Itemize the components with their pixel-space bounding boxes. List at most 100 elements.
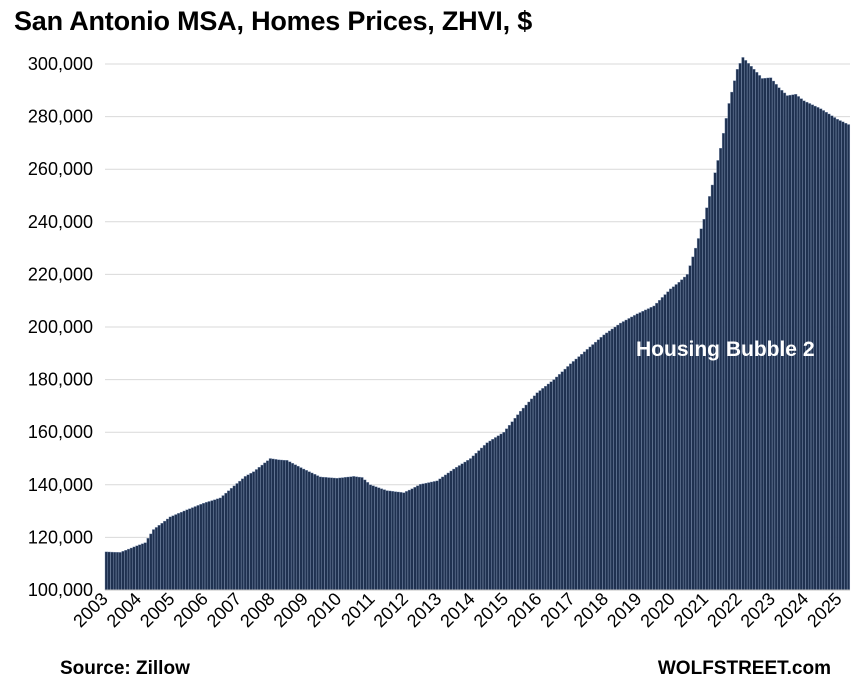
bar — [696, 238, 700, 591]
x-tick-label: 2004 — [103, 589, 145, 631]
bar — [243, 476, 247, 591]
bar — [241, 478, 245, 591]
bar — [763, 78, 767, 591]
bar — [669, 288, 673, 591]
bar — [441, 476, 445, 591]
bar — [560, 371, 564, 591]
bar — [452, 468, 456, 591]
bar — [838, 120, 842, 591]
bar — [702, 218, 706, 591]
bar — [496, 435, 500, 591]
bar — [118, 552, 122, 591]
bar — [699, 228, 703, 591]
bar — [760, 78, 764, 591]
bar — [352, 476, 356, 591]
bar — [396, 491, 400, 591]
bar — [671, 286, 675, 591]
bar — [382, 489, 386, 591]
bar — [738, 63, 742, 591]
bar — [602, 334, 606, 591]
bar — [532, 395, 536, 591]
x-tick-label: 2015 — [470, 589, 512, 631]
bar — [443, 474, 447, 591]
bar — [535, 392, 539, 591]
y-tick-label: 260,000 — [28, 159, 93, 179]
bar — [466, 460, 470, 591]
bar — [491, 439, 495, 591]
bar — [446, 472, 450, 591]
bar — [616, 324, 620, 591]
bar — [329, 477, 333, 591]
bar — [324, 477, 328, 591]
bar — [455, 467, 459, 591]
bar — [363, 479, 367, 591]
bar — [605, 332, 609, 591]
bar — [538, 390, 542, 591]
bar — [391, 491, 395, 591]
bar — [719, 147, 723, 591]
bar — [216, 498, 219, 591]
bar — [435, 480, 439, 591]
bar — [268, 458, 272, 591]
bar — [332, 477, 336, 591]
bar — [227, 490, 231, 591]
bar — [260, 464, 264, 591]
bar — [154, 527, 158, 591]
bar — [152, 529, 156, 591]
bar — [582, 351, 586, 591]
bar — [196, 505, 200, 591]
bar — [246, 474, 250, 591]
y-tick-label: 100,000 — [28, 580, 93, 600]
bar — [368, 484, 372, 591]
x-tick-label: 2023 — [737, 589, 779, 631]
bar — [482, 445, 486, 591]
bar — [304, 470, 308, 591]
bar — [191, 507, 194, 591]
bar — [185, 509, 189, 591]
bar — [249, 473, 253, 591]
x-tick-label: 2013 — [403, 589, 445, 631]
bar — [502, 432, 506, 591]
bar — [277, 459, 281, 591]
bar — [232, 485, 236, 591]
bar — [766, 77, 770, 591]
bar — [418, 484, 422, 591]
x-tick-label: 2018 — [570, 589, 612, 631]
bar — [574, 358, 578, 591]
x-tick-label: 2010 — [303, 589, 345, 631]
x-tick-label: 2020 — [636, 589, 678, 631]
x-tick-label: 2016 — [503, 589, 545, 631]
bar — [254, 469, 258, 591]
bar — [338, 477, 342, 591]
bar — [749, 66, 753, 591]
bar — [127, 548, 131, 591]
bar — [835, 119, 839, 591]
bar — [771, 80, 775, 591]
bar — [685, 274, 689, 591]
bar — [505, 428, 509, 591]
bar — [360, 477, 364, 591]
bar — [263, 462, 267, 591]
bar — [471, 455, 475, 591]
bar — [438, 478, 442, 591]
y-tick-label: 220,000 — [28, 264, 93, 284]
bar — [527, 401, 531, 591]
bar — [282, 459, 286, 591]
bar — [549, 381, 553, 591]
bar — [204, 502, 208, 591]
bar — [413, 487, 417, 591]
bar — [569, 363, 573, 591]
x-tick-label: 2008 — [236, 589, 278, 631]
x-tick-label: 2011 — [337, 589, 379, 631]
x-tick-label: 2009 — [270, 589, 312, 631]
bar — [143, 542, 147, 591]
bar — [140, 543, 144, 591]
bar — [746, 63, 750, 591]
bar — [596, 339, 600, 591]
y-tick-label: 120,000 — [28, 527, 93, 547]
bar — [468, 458, 472, 591]
bar — [171, 515, 175, 591]
x-tick-label: 2025 — [803, 589, 845, 631]
